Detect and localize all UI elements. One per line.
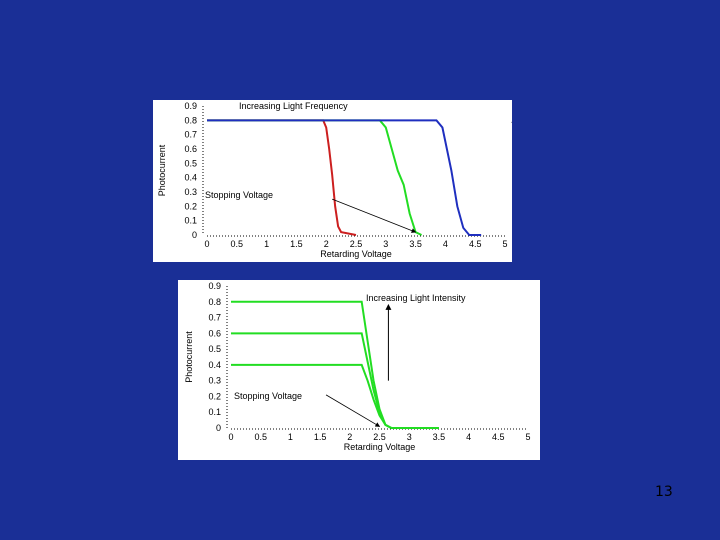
x-tick-label: 4 [443, 239, 448, 249]
frequency-chart: Increasing Light Frequency 0 0.1 0.2 0.3 0.4 0… [153, 100, 512, 262]
stopping-voltage-label: Stopping Voltage [205, 190, 273, 200]
x-axis-label: Retarding Voltage [320, 249, 392, 259]
y-axis-label: Photocurrent [157, 144, 167, 196]
intensity-chart: Increasing Light Intensity 0 0.1 0.2 0.3 0.4 0… [178, 280, 540, 460]
x-tick-label: 0 [228, 432, 233, 442]
x-tick-label: 3 [407, 432, 412, 442]
x-tick-label: 5 [525, 432, 530, 442]
y-tick-label: 0.3 [184, 187, 197, 197]
x-tick-label: 2.5 [350, 239, 363, 249]
stopping-voltage-arrow [325, 394, 381, 427]
y-tick-label: 0.3 [208, 376, 221, 386]
chart-title: Increasing Light Frequency [239, 101, 348, 111]
x-tick-label: 3 [383, 239, 388, 249]
series-line [231, 363, 439, 429]
x-tick-label: 5 [502, 239, 507, 249]
frequency-chart-svg: Increasing Light Frequency 0 0.1 0.2 0.3 0.4 0… [157, 101, 512, 259]
y-tick-label: 0.8 [208, 297, 221, 307]
stopping-voltage-arrow [332, 198, 417, 233]
y-tick-label: 0.7 [208, 313, 221, 323]
y-tick-label: 0 [192, 230, 197, 240]
x-tick-label: 2 [347, 432, 352, 442]
x-tick-label: 4.5 [492, 432, 505, 442]
page-number: 13 [655, 484, 673, 500]
y-tick-label: 0.7 [184, 130, 197, 140]
y-tick-label: 0.5 [184, 158, 197, 168]
y-axis-label: Photocurrent [184, 331, 194, 383]
x-tick-label: 0 [204, 239, 209, 249]
x-tick-label: 3.5 [433, 432, 446, 442]
x-tick-label: 1 [264, 239, 269, 249]
x-tick-label: 4 [466, 432, 471, 442]
y-tick-label: 0.1 [184, 216, 197, 226]
intensity-chart-svg: Increasing Light Intensity 0 0.1 0.2 0.3 0.4 0… [184, 281, 531, 452]
y-tick-label: 0.9 [184, 101, 197, 111]
title-arrow-label: → [509, 116, 512, 125]
y-tick-label: 0.6 [208, 328, 221, 338]
y-tick-label: 0.2 [208, 391, 221, 401]
x-axis-label: Retarding Voltage [344, 442, 416, 452]
y-tick-label: 0.2 [184, 201, 197, 211]
y-tick-label: 0.1 [208, 407, 221, 417]
x-tick-label: 0.5 [231, 239, 244, 249]
x-tick-label: 4.5 [469, 239, 482, 249]
x-tick-label: 1 [288, 432, 293, 442]
y-tick-label: 0.6 [184, 144, 197, 154]
x-tick-label: 1.5 [290, 239, 303, 249]
y-tick-label: 0 [216, 423, 221, 433]
x-tick-label: 0.5 [254, 432, 267, 442]
x-tick-label: 2 [324, 239, 329, 249]
chart-title: Increasing Light Intensity [366, 293, 466, 303]
stopping-voltage-label: Stopping Voltage [234, 391, 302, 401]
series-line [207, 119, 422, 236]
y-tick-label: 0.4 [208, 360, 221, 370]
y-tick-label: 0.9 [208, 281, 221, 291]
series-line [207, 119, 482, 236]
series-line [231, 332, 439, 429]
y-tick-label: 0.8 [184, 115, 197, 125]
x-tick-label: 2.5 [373, 432, 386, 442]
y-tick-label: 0.4 [184, 173, 197, 183]
x-tick-label: 3.5 [409, 239, 422, 249]
y-tick-label: 0.5 [208, 344, 221, 354]
x-tick-label: 1.5 [314, 432, 327, 442]
series-line [207, 119, 357, 236]
